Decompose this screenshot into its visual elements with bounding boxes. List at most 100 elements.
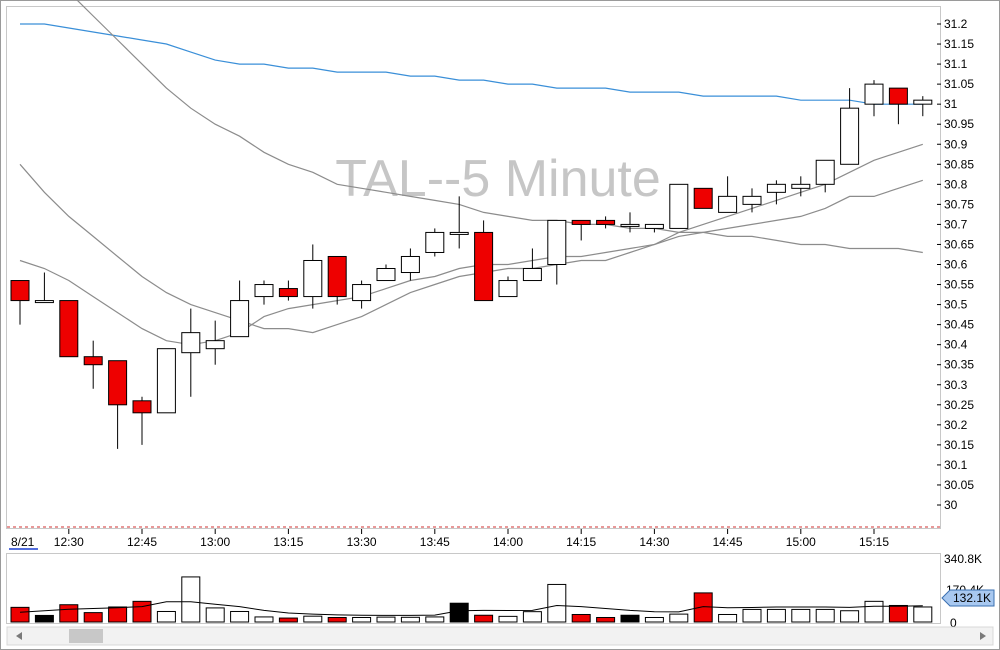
candle-body [888, 87, 908, 105]
volume-bar [474, 614, 494, 623]
volume-bar [303, 615, 323, 623]
candle-body [864, 83, 884, 105]
scrollbar-thumb[interactable] [69, 629, 103, 643]
candle-body [718, 195, 738, 213]
candle-body [59, 300, 79, 358]
candle-body [278, 288, 298, 298]
volume-bar [571, 613, 591, 623]
price-tick-label: 31 [944, 97, 958, 111]
candle-body [815, 159, 835, 185]
volume-bar [864, 600, 884, 623]
volume-bar [644, 616, 664, 623]
price-tick-label: 30.3 [944, 378, 968, 392]
price-tick-label: 30.6 [944, 258, 968, 272]
moving-average-line [19, 179, 923, 346]
volume-max-label: 340.8K [944, 552, 982, 566]
price-tick-label: 30.75 [944, 197, 974, 211]
candle-body [327, 255, 347, 298]
price-tick-label: 31.2 [944, 17, 968, 31]
candle-body [449, 231, 469, 235]
volume-bar [376, 616, 396, 623]
volume-bar [522, 611, 542, 623]
candle-body [156, 348, 176, 414]
volume-bar [34, 614, 54, 623]
time-tick-label: 14:45 [713, 535, 743, 549]
volume-bar [791, 608, 811, 623]
volume-bar [449, 602, 469, 623]
volume-panel-frame [6, 553, 941, 624]
time-axis-strip [6, 529, 941, 553]
price-tick-label: 30.4 [944, 338, 968, 352]
price-tick-label: 30.05 [944, 478, 974, 492]
horizontal-scrollbar[interactable] [6, 626, 994, 646]
price-tick-label: 30.95 [944, 117, 974, 131]
volume-average-polyline [19, 601, 923, 616]
volume-bar [181, 576, 201, 623]
volume-bar [718, 613, 738, 623]
candle-body [571, 219, 591, 225]
time-tick-label: 13:15 [273, 535, 303, 549]
volume-bar [693, 592, 713, 623]
candle-body [620, 223, 640, 227]
price-tick-label: 30.2 [944, 418, 968, 432]
volume-bar [547, 583, 567, 623]
price-tick-label: 30.5 [944, 298, 968, 312]
volume-bar [913, 606, 933, 623]
time-tick-label: 13:45 [420, 535, 450, 549]
candlestick-series [10, 80, 933, 449]
chart-title-watermark: TAL--5 Minute [335, 150, 661, 208]
time-axis: 12:30 12:45 13:00 13:15 13:30 13:45 14:00 14:15… [54, 529, 889, 549]
volume-bar [425, 616, 445, 623]
candle-body [376, 268, 396, 282]
volume-bar [230, 610, 250, 623]
moving-average-line [20, 23, 923, 105]
moving-average-line [76, 0, 923, 254]
candle-body [791, 183, 811, 189]
volume-bar [10, 606, 30, 623]
scroll-left-arrow-icon[interactable] [16, 632, 22, 640]
price-tick-label: 30.1 [944, 458, 968, 472]
candle-body [205, 340, 225, 350]
time-tick-label: 15:00 [786, 535, 816, 549]
scroll-right-arrow-icon[interactable] [980, 632, 986, 640]
volume-bar [205, 607, 225, 623]
volume-bar [278, 617, 298, 623]
candle-body [108, 360, 128, 406]
price-tick-label: 30.85 [944, 157, 974, 171]
price-tick-label: 30.55 [944, 278, 974, 292]
candle-body [742, 195, 762, 205]
price-tick-label: 30.15 [944, 438, 974, 452]
price-tick-label: 30.9 [944, 137, 968, 151]
moving-average-line [19, 143, 923, 334]
time-tick-label: 14:00 [493, 535, 523, 549]
candle-body [352, 284, 372, 302]
candle-body [254, 284, 274, 298]
candle-body [181, 332, 201, 354]
volume-bar [620, 614, 640, 623]
volume-bar [400, 616, 420, 623]
candle-body [425, 231, 445, 253]
volume-bar [327, 616, 347, 623]
candle-body [34, 300, 54, 304]
volume-bar [83, 612, 103, 623]
price-tick-label: 30.7 [944, 217, 968, 231]
time-tick-label: 14:30 [639, 535, 669, 549]
volume-bar [766, 608, 786, 623]
volume-bar [840, 610, 860, 623]
price-tick-label: 30.35 [944, 358, 974, 372]
volume-bar [108, 606, 128, 623]
moving-average-lines [19, 0, 923, 346]
candle-body [840, 107, 860, 165]
time-tick-label: 12:45 [127, 535, 157, 549]
candle-body [474, 231, 494, 302]
price-axis: 31.2 31.15 31.1 31.05 31 30.95 30.9 30.85 30.8 30… [937, 17, 974, 512]
volume-average-line [19, 601, 923, 616]
date-label[interactable]: 8/21 [11, 535, 35, 549]
volume-zero-label: 0 [950, 616, 957, 630]
price-tick-label: 31.05 [944, 77, 974, 91]
candle-body [913, 99, 933, 105]
price-panel-frame [6, 6, 941, 529]
volume-bar [669, 613, 689, 623]
volume-bar [132, 600, 152, 623]
